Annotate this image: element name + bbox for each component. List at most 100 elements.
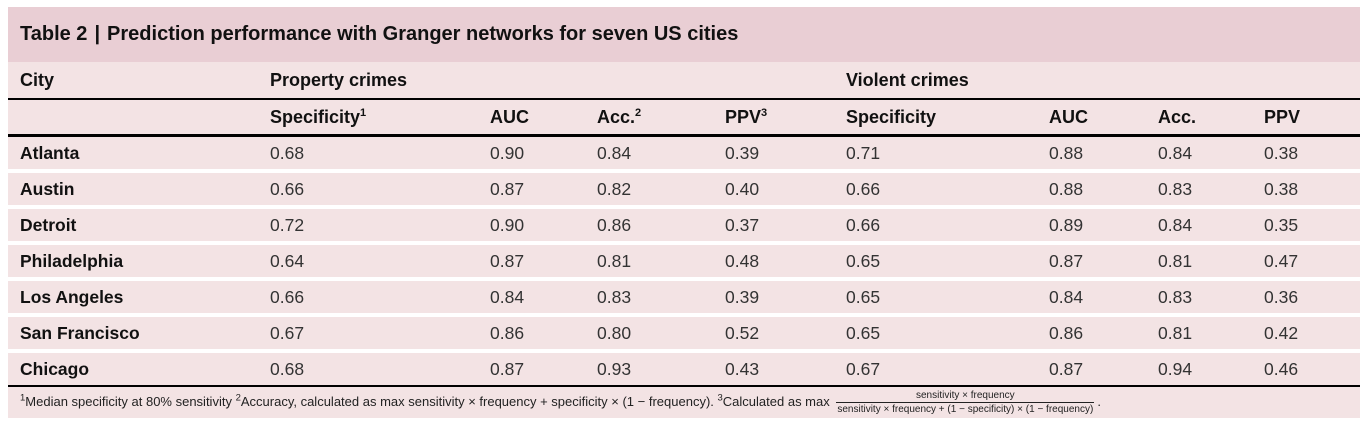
value-cell: 0.86 xyxy=(597,214,632,235)
value-cell: 0.87 xyxy=(490,178,525,199)
subheader-violent-acc: Acc. xyxy=(1152,107,1258,128)
footnote-terminator: . xyxy=(1097,393,1101,409)
value-cell: 0.38 xyxy=(1264,178,1299,199)
subheader-label: Specificity xyxy=(846,106,937,127)
footnote-2-text: Accuracy, calculated as max sensitivity … xyxy=(240,393,718,409)
city-cell: Austin xyxy=(20,178,75,199)
value-cell: 0.84 xyxy=(1158,142,1193,163)
subheader-property-acc: Acc.2 xyxy=(591,107,719,128)
table-title-separator: | xyxy=(94,23,101,45)
value-cell: 0.89 xyxy=(1049,214,1084,235)
subheader-violent-ppv: PPV xyxy=(1258,107,1360,128)
table-title-bar: Table 2 | Prediction performance with Gr… xyxy=(8,7,1360,62)
value-cell: 0.87 xyxy=(1049,358,1084,379)
city-cell: Philadelphia xyxy=(20,250,124,271)
subheader-label: AUC xyxy=(1049,106,1088,127)
value-cell: 0.68 xyxy=(270,142,305,163)
value-cell: 0.71 xyxy=(846,142,881,163)
value-cell: 0.67 xyxy=(270,322,305,343)
value-cell: 0.65 xyxy=(846,286,881,307)
subheader-label: PPV xyxy=(725,106,762,127)
footnote-3-text: Calculated as max xyxy=(722,393,834,409)
subheader-label: PPV xyxy=(1264,106,1301,127)
table-subheaders: Specificity1 AUC Acc.2 PPV3 Specificity … xyxy=(8,100,1360,137)
table-title-text: Prediction performance with Granger netw… xyxy=(107,23,739,45)
city-cell: Atlanta xyxy=(20,142,80,163)
subheader-label: Acc. xyxy=(597,106,636,127)
column-group-property-crimes: Property crimes xyxy=(270,69,408,90)
value-cell: 0.65 xyxy=(846,322,881,343)
footnote-marker: 3 xyxy=(761,106,768,119)
value-cell: 0.84 xyxy=(1158,214,1193,235)
city-cell: Detroit xyxy=(20,214,77,235)
city-cell: Chicago xyxy=(20,358,90,379)
subheader-property-auc: AUC xyxy=(484,107,591,128)
value-cell: 0.46 xyxy=(1264,358,1299,379)
value-cell: 0.66 xyxy=(846,214,881,235)
value-cell: 0.66 xyxy=(846,178,881,199)
value-cell: 0.81 xyxy=(597,250,632,271)
subheader-label: Acc. xyxy=(1158,106,1197,127)
subheader-label: AUC xyxy=(490,106,529,127)
subheader-violent-auc: AUC xyxy=(1043,107,1152,128)
column-header-city: City xyxy=(20,69,55,90)
table-footnotes: 1Median specificity at 80% sensitivity 2… xyxy=(8,385,1360,418)
footnote-marker: 1 xyxy=(360,106,367,119)
value-cell: 0.87 xyxy=(490,250,525,271)
subheader-label: Specificity xyxy=(270,106,361,127)
table-row-atlanta: Atlanta 0.68 0.90 0.84 0.39 0.71 0.88 0.… xyxy=(8,137,1360,169)
value-cell: 0.84 xyxy=(490,286,525,307)
value-cell: 0.87 xyxy=(1049,250,1084,271)
value-cell: 0.83 xyxy=(1158,178,1193,199)
value-cell: 0.64 xyxy=(270,250,305,271)
value-cell: 0.67 xyxy=(846,358,881,379)
value-cell: 0.39 xyxy=(725,286,760,307)
value-cell: 0.72 xyxy=(270,214,305,235)
value-cell: 0.40 xyxy=(725,178,760,199)
value-cell: 0.38 xyxy=(1264,142,1299,163)
value-cell: 0.90 xyxy=(490,214,525,235)
subheader-violent-specificity: Specificity xyxy=(840,107,1043,128)
value-cell: 0.88 xyxy=(1049,142,1084,163)
value-cell: 0.42 xyxy=(1264,322,1299,343)
value-cell: 0.39 xyxy=(725,142,760,163)
value-cell: 0.43 xyxy=(725,358,760,379)
city-cell: San Francisco xyxy=(20,322,140,343)
footnote-1-marker: 1 xyxy=(20,392,26,404)
footnote-fraction: sensitivity × frequency sensitivity × fre… xyxy=(836,389,1095,416)
value-cell: 0.35 xyxy=(1264,214,1299,235)
column-group-violent-crimes: Violent crimes xyxy=(846,69,969,90)
table-row-san-francisco: San Francisco 0.67 0.86 0.80 0.52 0.65 0… xyxy=(8,317,1360,349)
value-cell: 0.82 xyxy=(597,178,632,199)
table-row-chicago: Chicago 0.68 0.87 0.93 0.43 0.67 0.87 0.… xyxy=(8,353,1360,385)
table-row-los-angeles: Los Angeles 0.66 0.84 0.83 0.39 0.65 0.8… xyxy=(8,281,1360,313)
subheader-property-ppv: PPV3 xyxy=(719,107,840,128)
value-cell: 0.86 xyxy=(1049,322,1084,343)
table-row-detroit: Detroit 0.72 0.90 0.86 0.37 0.66 0.89 0.… xyxy=(8,209,1360,241)
value-cell: 0.90 xyxy=(490,142,525,163)
value-cell: 0.84 xyxy=(597,142,632,163)
value-cell: 0.68 xyxy=(270,358,305,379)
value-cell: 0.36 xyxy=(1264,286,1299,307)
value-cell: 0.52 xyxy=(725,322,760,343)
value-cell: 0.80 xyxy=(597,322,632,343)
value-cell: 0.65 xyxy=(846,250,881,271)
city-cell: Los Angeles xyxy=(20,286,124,307)
table-row-austin: Austin 0.66 0.87 0.82 0.40 0.66 0.88 0.8… xyxy=(8,173,1360,205)
value-cell: 0.94 xyxy=(1158,358,1193,379)
fraction-denominator: sensitivity × frequency + (1 − specifici… xyxy=(837,404,1094,415)
value-cell: 0.83 xyxy=(1158,286,1193,307)
value-cell: 0.81 xyxy=(1158,322,1193,343)
table-header-groups: City Property crimes Violent crimes xyxy=(8,62,1360,100)
subheader-property-specificity: Specificity1 xyxy=(264,107,484,128)
value-cell: 0.37 xyxy=(725,214,760,235)
table-2: Table 2 | Prediction performance with Gr… xyxy=(8,7,1360,418)
footnote-2-marker: 2 xyxy=(235,392,241,404)
value-cell: 0.87 xyxy=(490,358,525,379)
value-cell: 0.84 xyxy=(1049,286,1084,307)
value-cell: 0.66 xyxy=(270,178,305,199)
value-cell: 0.48 xyxy=(725,250,760,271)
footnote-marker: 2 xyxy=(635,106,642,119)
value-cell: 0.93 xyxy=(597,358,632,379)
table-row-philadelphia: Philadelphia 0.64 0.87 0.81 0.48 0.65 0.… xyxy=(8,245,1360,277)
